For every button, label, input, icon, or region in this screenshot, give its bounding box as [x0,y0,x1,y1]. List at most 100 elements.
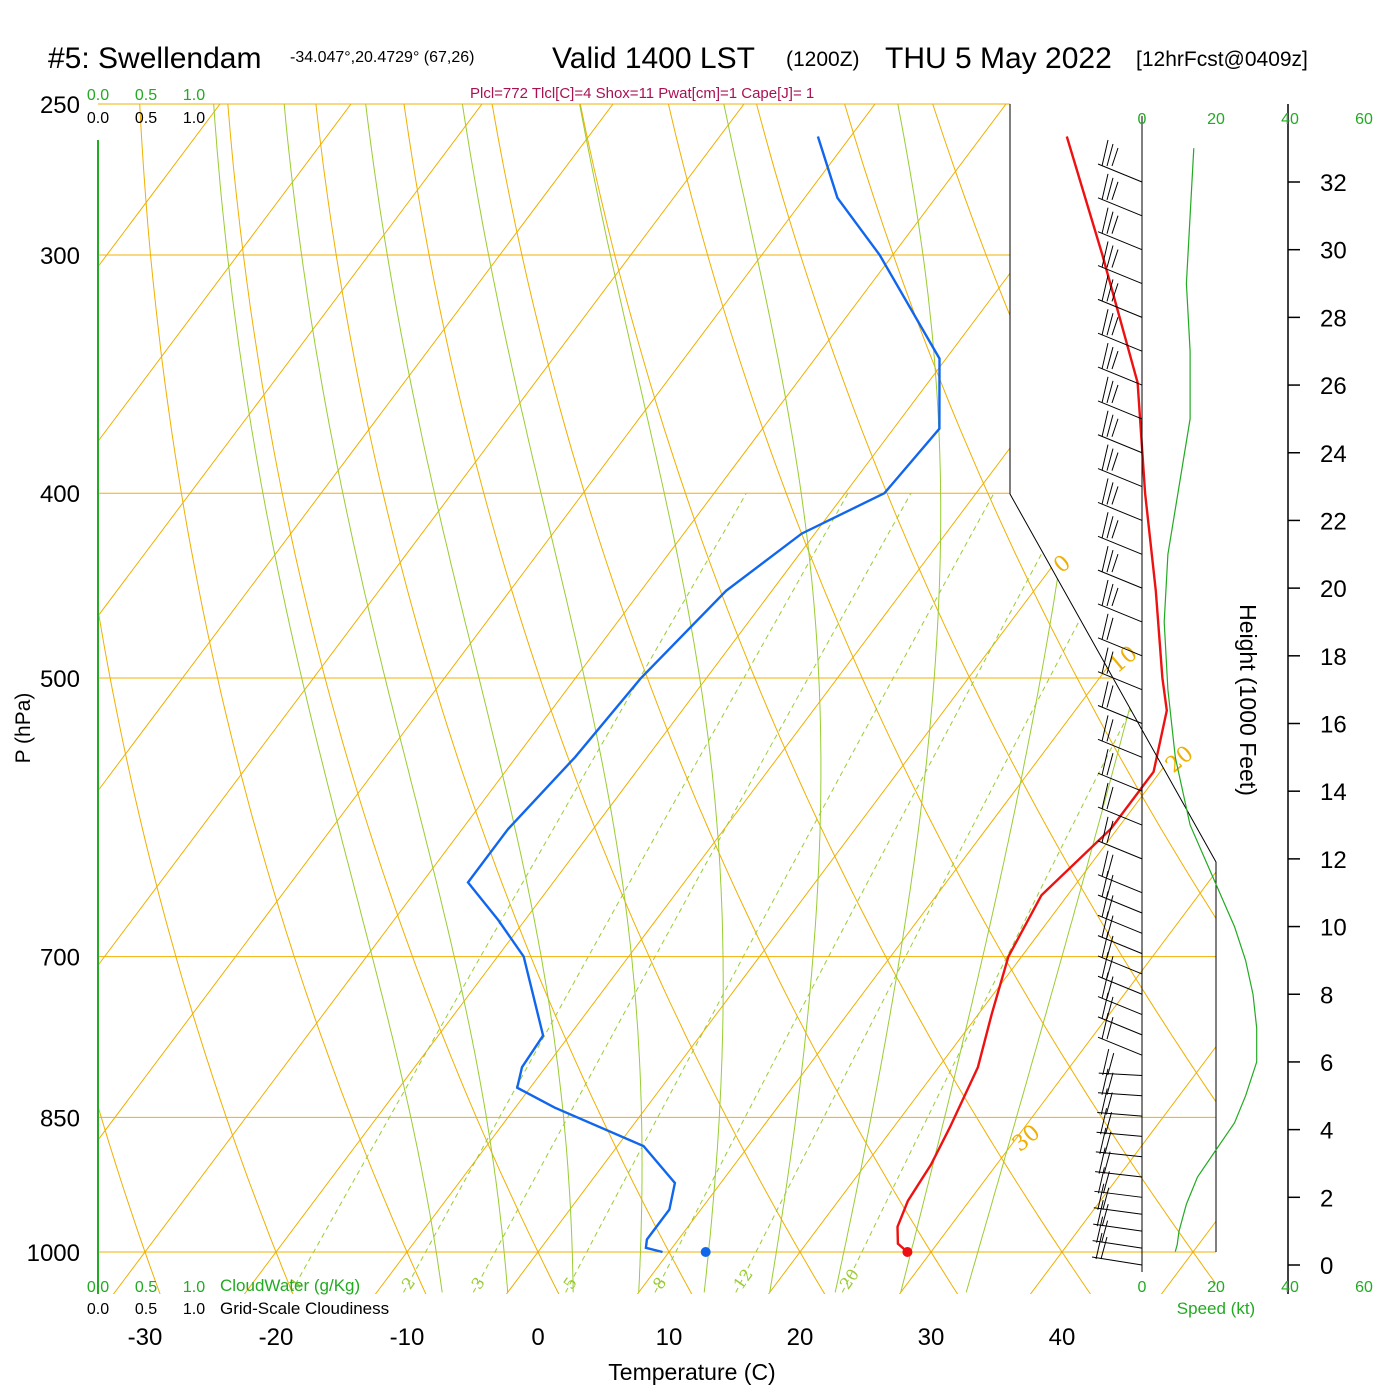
wind-barb-feather [1106,976,1114,999]
dry-adiabat-line [98,104,309,1294]
wind-barb-staff [1097,366,1143,386]
wind-barb-feather [1101,1220,1109,1243]
cloudiness-tick-top: 1.0 [183,110,205,127]
wind-barb-feather [1101,173,1109,200]
wind-barb-feather [1106,279,1114,302]
pressure-tick-label: 1000 [27,1240,80,1267]
wind-barb-feather [1102,1187,1110,1210]
wind-barb-feather [1111,384,1119,404]
height-tick-label: 18 [1320,644,1347,671]
wind-barb-feather [1101,410,1109,437]
dry-adiabat-line [547,104,1117,1294]
wind-barb-staff [1097,996,1143,1016]
height-tick-label: 4 [1320,1118,1333,1145]
pressure-tick-label: 500 [40,666,80,693]
wind-barb [1097,1088,1143,1117]
wind-barb-feather [1101,444,1109,471]
wind-barb [1097,275,1143,318]
wind-barb [1097,342,1143,386]
wind-barb-staff [1097,298,1143,318]
forecast-date: THU 5 May 2022 [885,42,1112,75]
wind-barb-staff [1093,1223,1143,1232]
isotherm-line [98,104,1145,1294]
speed-tick-top: 0 [1138,111,1147,128]
mixing-ratio-label: 8 [649,1274,670,1293]
cloudiness-tick-top: 0.5 [135,110,157,127]
mixing-ratio-label: 2 [398,1274,419,1293]
wind-barb-feather [1106,448,1114,471]
wind-barb-feather [1106,854,1114,877]
isotherm-line [1002,104,1216,1294]
cloudwater-tick-top: 0.5 [135,87,157,104]
dry-adiabat-line [713,104,1216,1294]
wind-barb-feather [1102,1048,1110,1076]
wind-barb-staff [1097,400,1143,420]
dry-adiabat-line [217,104,579,1294]
wind-barb-feather [1106,313,1114,336]
moist-adiabat-line [361,104,574,1293]
cloudwater-tick-bottom: 0.0 [87,1279,109,1296]
wind-barb [1094,1167,1143,1198]
pressure-tick-label: 400 [40,481,80,508]
wind-barb-feather [1097,1167,1105,1194]
mixing-ratio-label: 12 [729,1265,756,1293]
dry-adiabat-line [98,104,175,1294]
wind-barb [1097,444,1143,488]
wind-barb-feather [1098,1147,1106,1174]
wind-barb [1097,816,1143,860]
cloudiness-tick-top: 0.0 [87,110,109,127]
wind-barb-feather [1111,452,1119,471]
isotherm-label: 0 [1049,550,1076,578]
wind-barb-staff [1097,894,1143,914]
height-tick-label: 12 [1320,847,1347,874]
wind-barb-staff [1098,1072,1143,1076]
wind-barb-staff [1097,535,1143,555]
wind-barb-feather [1101,241,1109,268]
wind-barb [1097,579,1143,623]
wind-barb-feather [1111,486,1119,505]
wind-barb [1097,512,1143,555]
wind-barb-feather [1106,820,1114,844]
speed-tick-top: 40 [1281,111,1299,128]
wind-barb-feather [1095,1232,1103,1260]
wind-barb-staff [1097,1036,1143,1056]
temperature-axis: -30 -20 -10 0 10 20 30 40 [128,1324,1076,1351]
isotherm-line [98,104,752,1294]
wind-barb-feather [1111,283,1119,302]
height-axis-label: Height (1000 Feet) [1235,604,1261,796]
wind-barb-staff [1097,637,1143,657]
wind-barb-feather [1105,1112,1113,1135]
speed-axis-label: Speed (kt) [1177,1299,1255,1318]
wind-barb-staff [1097,840,1143,860]
wind-barb [1091,1232,1143,1266]
wind-barb-feather [1101,1204,1109,1227]
cloudwater-label: CloudWater (g/Kg) [220,1276,360,1295]
wind-barb-feather [1106,245,1114,268]
isotherm-line [478,104,1216,1294]
surface-temperature-marker [902,1247,913,1257]
wind-barb-feather [1101,139,1109,167]
wind-barb-staff [1097,738,1143,758]
wind-barb-feather [1096,1216,1104,1243]
height-tick-label: 10 [1320,915,1347,942]
wind-barb [1097,241,1143,284]
pressure-tick-label: 700 [40,945,80,972]
dry-adiabat-line [465,104,982,1294]
wind-barb [1097,850,1143,894]
dry-adiabat-line [382,104,848,1294]
wind-barb [1096,1108,1143,1137]
wind-barb-feather [1106,935,1114,959]
height-tick-label: 16 [1320,712,1347,739]
wind-barb [1097,309,1143,352]
cloudwater-tick-top: 1.0 [183,87,205,104]
isotherm-line [98,104,621,1294]
temperature-profile-line [896,136,1169,1253]
wind-barb [1097,207,1143,251]
wind-barb-feather [1100,1236,1108,1260]
wind-barb-feather [1097,1183,1105,1210]
wind-barb-staff [1097,705,1143,724]
moist-adiabat-line [573,104,724,1293]
wind-speed-profile-line [1163,148,1258,1252]
mixing-ratio-label: 3 [467,1274,488,1293]
